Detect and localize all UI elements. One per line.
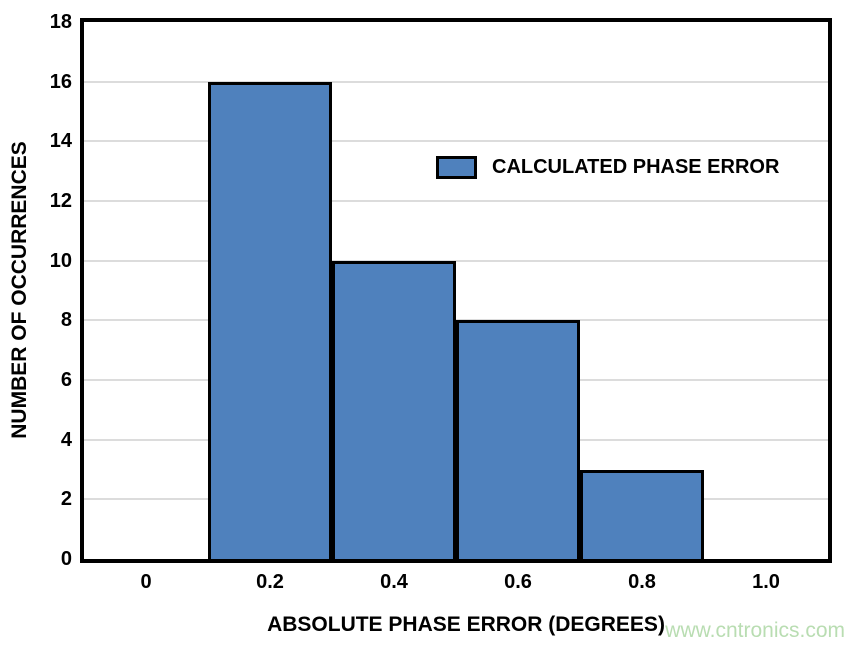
y-tick-label: 8 [60,309,72,332]
plot-area: CALCULATED PHASE ERROR [80,18,832,563]
bar-0.2 [208,81,332,559]
gridline [84,319,828,322]
y-tick-label: 16 [49,70,72,93]
x-axis-title: ABSOLUTE PHASE ERROR (DEGREES) [267,613,665,636]
legend-swatch [436,156,477,179]
y-tick-label: 4 [60,428,72,451]
y-tick-label: 6 [60,369,72,391]
gridline [84,80,828,83]
watermark: www.cntronics.com [665,619,845,642]
legend-label: CALCULATED PHASE ERROR [492,156,780,178]
gridline [84,259,828,262]
x-tick-label: 0.8 [628,571,656,593]
x-tick-label: 0 [140,571,152,593]
y-tick-label: 10 [49,249,72,272]
bar-0.8 [580,469,704,559]
x-tick-label: 0.2 [256,571,284,593]
x-tick-label: 1.0 [752,571,780,593]
bar-0.6 [456,320,580,559]
legend: CALCULATED PHASE ERROR [436,156,779,179]
gridline [84,200,828,202]
y-tick-label: 2 [60,488,72,511]
y-axis-title: NUMBER OF OCCURRENCES [8,141,31,439]
y-tick-label: 18 [49,11,72,33]
y-tick-label: 0 [60,548,72,570]
gridline [84,140,828,143]
x-tick-label: 0.4 [380,571,408,593]
x-tick-label: 0.6 [504,571,532,593]
bar-0.4 [332,260,456,559]
y-tick-label: 12 [49,190,72,212]
y-tick-label: 14 [49,130,72,153]
